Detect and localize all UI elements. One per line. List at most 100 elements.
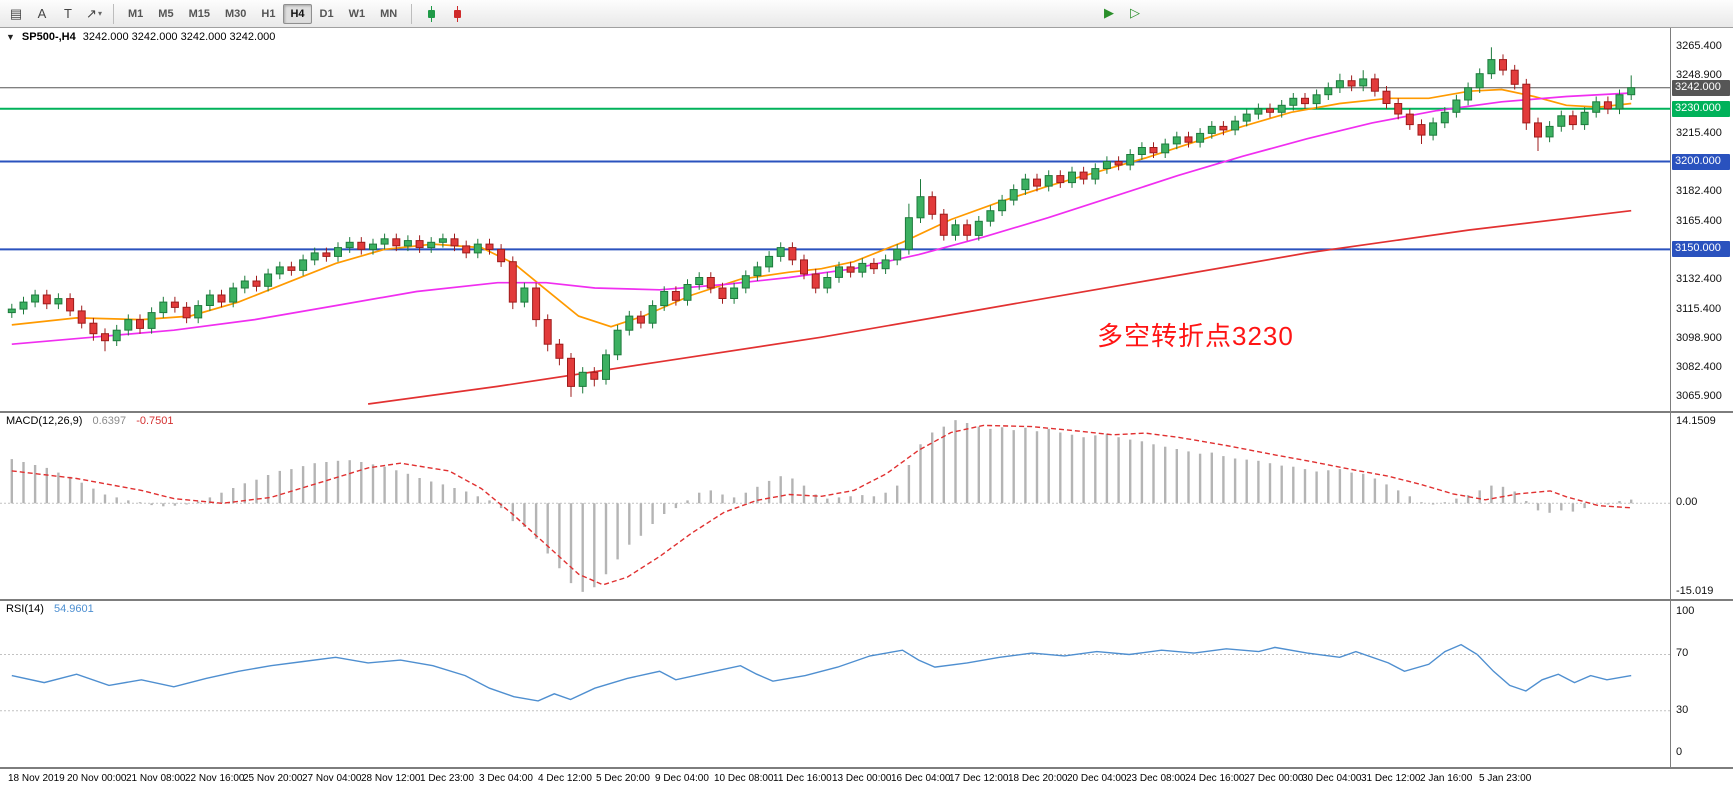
slow-ma-line [367, 209, 1632, 405]
chart-shift-icon[interactable]: ▷ [1123, 2, 1147, 24]
time-axis-label: 28 Nov 12:00 [361, 773, 421, 784]
time-axis-label: 22 Nov 16:00 [185, 773, 245, 784]
time-axis[interactable]: 18 Nov 2019 20 Nov 00:00 21 Nov 08:00 22 No… [0, 769, 1733, 800]
rsi-value: 54.9601 [53, 603, 94, 615]
bear-candle-icon[interactable] [445, 3, 469, 25]
rsi-panel: RSI(14) 54.9601 100 70 30 0 [0, 601, 1733, 769]
bear-candle-glyph [453, 5, 462, 22]
arrow-tool-icon[interactable]: ↗ ▾ [82, 3, 106, 25]
fast-ma-line [11, 88, 1632, 328]
time-axis-label: 23 Dec 08:00 [1126, 773, 1186, 784]
symbol-period-label: SP500-,H4 [21, 31, 76, 43]
time-axis-label: 4 Dec 12:00 [538, 773, 592, 784]
timeframe-button-m5[interactable]: M5 [151, 4, 180, 24]
text-tool-icon[interactable]: A [30, 3, 54, 25]
toolbar: ▤ A T ↗ ▾ M1 M5 M15 M30 H1 H4 D1 W1 MN ▶ ▷ [0, 0, 1733, 28]
price-tag: 3242.000 [1672, 80, 1730, 96]
time-axis-label: 18 Dec 20:00 [1008, 773, 1068, 784]
price-tag: 3200.000 [1672, 154, 1730, 170]
axis-label: 3082.400 [1676, 361, 1722, 373]
time-axis-label: 31 Dec 12:00 [1361, 773, 1421, 784]
time-axis-label: 11 Dec 16:00 [773, 773, 832, 784]
timeframe-button-m30[interactable]: M30 [218, 4, 253, 24]
axis-label: 3215.400 [1676, 127, 1722, 139]
macd-panel: MACD(12,26,9) 0.6397 -0.7501 14.1509 0.00… [0, 413, 1733, 601]
time-axis-label: 5 Dec 20:00 [596, 773, 650, 784]
axis-label: 70 [1676, 647, 1689, 659]
bull-candle-icon[interactable] [419, 3, 443, 25]
rsi-header: RSI(14) 54.9601 [6, 603, 94, 615]
arrow-tool-glyph: ↗ [86, 5, 97, 21]
macd-histogram [10, 420, 1633, 592]
axis-label: 3248.900 [1676, 69, 1722, 81]
time-axis-label: 24 Dec 16:00 [1185, 773, 1245, 784]
axis-label: 3065.900 [1676, 390, 1722, 402]
axis-label: 3115.400 [1676, 303, 1722, 315]
type-tool-icon[interactable]: T [56, 3, 80, 25]
time-axis-label: 5 Jan 23:00 [1479, 773, 1532, 784]
candlestick-series [7, 47, 1636, 397]
axis-label: -15.019 [1676, 585, 1714, 597]
time-axis-label: 13 Dec 00:00 [832, 773, 892, 784]
time-axis-label: 20 Dec 04:00 [1067, 773, 1127, 784]
time-axis-label: 10 Dec 08:00 [714, 773, 774, 784]
chart-annotation-text[interactable]: 多空转折点3230 [1097, 321, 1294, 351]
time-axis-label: 18 Nov 2019 [8, 773, 65, 784]
time-axis-label: 1 Dec 23:00 [420, 773, 474, 784]
rsi-svg [0, 643, 1670, 712]
chart-grid-icon[interactable]: ▤ [4, 3, 28, 25]
axis-label: 30 [1676, 704, 1689, 716]
axis-label: 3098.900 [1676, 332, 1722, 344]
chart-header: ▼ SP500-,H4 3242.000 3242.000 3242.000 3… [6, 31, 275, 43]
rsi-label: RSI(14) [6, 603, 44, 615]
timeframe-button-d1[interactable]: D1 [313, 4, 341, 24]
macd-signal-line [11, 424, 1632, 586]
bull-candle-glyph [427, 5, 436, 22]
rsi-canvas[interactable]: RSI(14) 54.9601 [0, 601, 1671, 767]
timeframe-button-m1[interactable]: M1 [121, 4, 150, 24]
time-axis-label: 2 Jan 16:00 [1420, 773, 1473, 784]
auto-scroll-icon[interactable]: ▶ [1097, 2, 1121, 24]
toolbar-separator [113, 3, 114, 24]
macd-header: MACD(12,26,9) 0.6397 -0.7501 [6, 415, 174, 427]
timeframe-button-h1[interactable]: H1 [254, 4, 282, 24]
price-tag: 3150.000 [1672, 241, 1730, 257]
price-chart-canvas[interactable]: ▼ SP500-,H4 3242.000 3242.000 3242.000 3… [0, 28, 1671, 411]
timeframe-button-m15[interactable]: M15 [182, 4, 217, 24]
moving-average-lines [11, 88, 1632, 405]
toolbar-right-group: ▶ ▷ [1097, 2, 1147, 24]
time-axis-label: 9 Dec 04:00 [655, 773, 709, 784]
time-axis-label: 21 Nov 08:00 [126, 773, 186, 784]
mid-ma-line [11, 92, 1632, 346]
time-axis-label: 27 Dec 00:00 [1244, 773, 1304, 784]
macd-signal-value: -0.7501 [136, 415, 174, 427]
time-axis-label: 16 Dec 04:00 [891, 773, 951, 784]
price-tag: 3230.000 [1672, 101, 1730, 117]
axis-label: 0 [1676, 746, 1683, 758]
macd-canvas[interactable]: MACD(12,26,9) 0.6397 -0.7501 [0, 413, 1671, 599]
macd-main-value: 0.6397 [92, 415, 127, 427]
rsi-line [11, 643, 1632, 702]
timeframe-button-w1[interactable]: W1 [342, 4, 373, 24]
axis-label: 3132.400 [1676, 273, 1722, 285]
macd-svg [0, 420, 1670, 592]
ohlc-values: 3242.000 3242.000 3242.000 3242.000 [82, 31, 276, 43]
axis-label: 3182.400 [1676, 185, 1722, 197]
time-axis-label: 20 Nov 00:00 [67, 773, 127, 784]
hline-objects [0, 87, 1670, 251]
time-axis-label: 25 Nov 20:00 [243, 773, 303, 784]
macd-axis: 14.1509 0.00 -15.019 [1671, 413, 1733, 599]
macd-label: MACD(12,26,9) [6, 415, 83, 427]
timeframe-button-h4[interactable]: H4 [283, 3, 312, 24]
time-axis-label: 3 Dec 04:00 [479, 773, 533, 784]
symbol-collapse-icon[interactable]: ▼ [6, 32, 15, 42]
chevron-down-icon: ▾ [97, 9, 102, 18]
timeframe-button-mn[interactable]: MN [373, 4, 404, 24]
rsi-axis: 100 70 30 0 [1671, 601, 1733, 767]
price-chart-svg [0, 47, 1670, 405]
axis-label: 3265.400 [1676, 40, 1722, 52]
time-axis-label: 30 Dec 04:00 [1302, 773, 1362, 784]
axis-label: 100 [1676, 605, 1695, 617]
price-axis: 3265.400 3248.900 3215.400 3182.400 3165.400… [1671, 28, 1733, 411]
